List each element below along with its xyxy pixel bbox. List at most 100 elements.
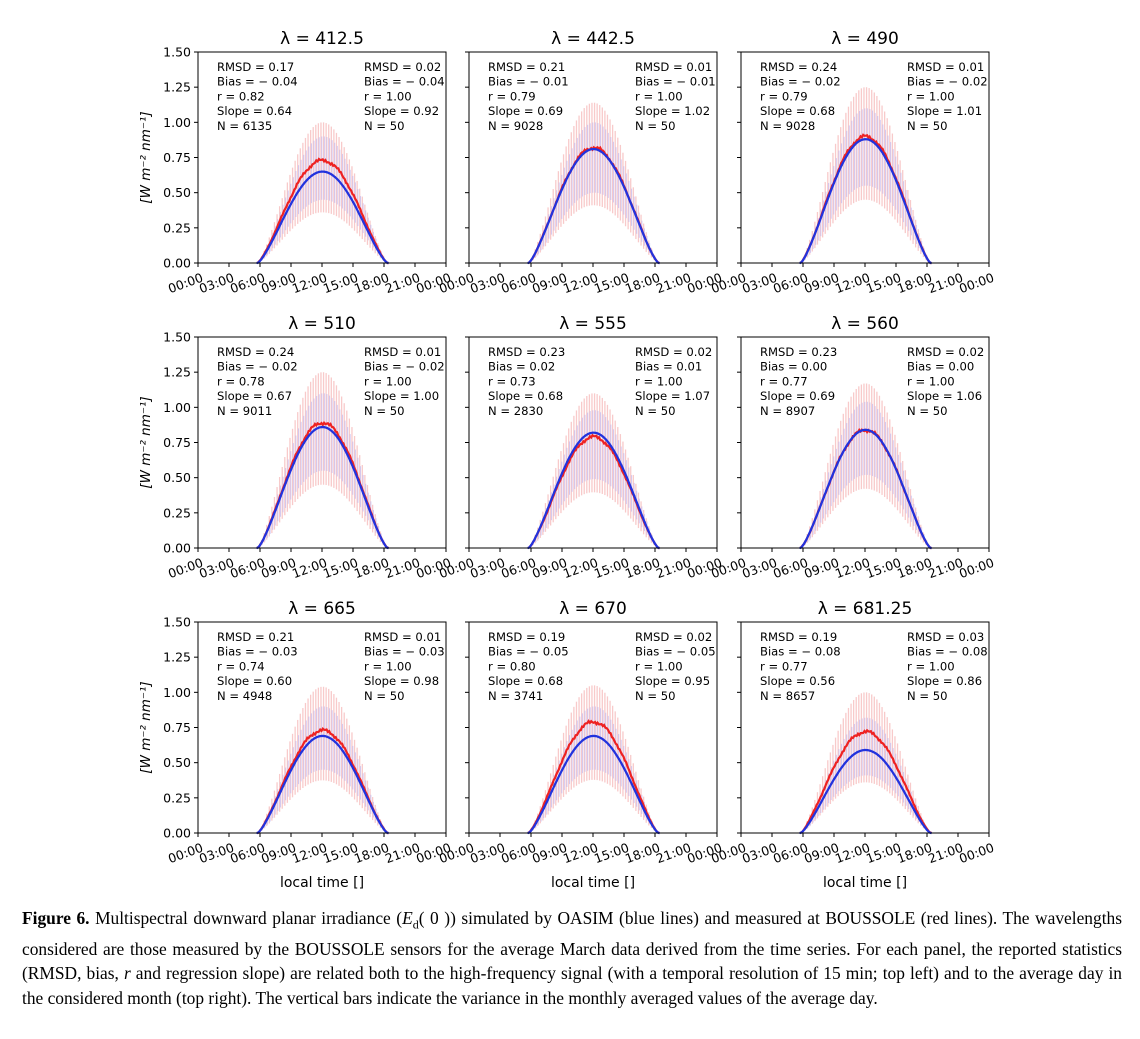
simulated-point — [274, 509, 277, 512]
simulated-point — [866, 428, 869, 432]
simulated-point — [835, 773, 838, 777]
stats-right-line: N = 50 — [635, 404, 676, 418]
simulated-point — [858, 749, 861, 753]
simulated-point — [289, 769, 293, 772]
stats-right-line: Slope = 1.07 — [635, 389, 710, 403]
simulated-point — [625, 191, 628, 194]
simulated-point — [584, 150, 587, 154]
simulated-point — [633, 210, 636, 213]
simulated-point — [382, 828, 386, 831]
simulated-point — [925, 542, 929, 545]
y-tick-label: 1.50 — [163, 45, 191, 60]
stats-right-line: N = 50 — [364, 119, 405, 133]
simulated-point — [377, 250, 380, 253]
simulated-point — [648, 248, 651, 251]
simulated-point — [274, 233, 277, 236]
simulated-point — [349, 762, 352, 765]
simulated-point — [584, 434, 587, 437]
stats-right-line: Slope = 1.02 — [635, 104, 710, 118]
simulated-point — [369, 513, 373, 516]
stats-right-line: RMSD = 0.02 — [635, 345, 712, 359]
simulated-point — [284, 779, 287, 782]
simulated-point — [276, 796, 280, 799]
simulated-point — [550, 497, 553, 500]
y-tick-label: 0.25 — [163, 790, 191, 805]
simulated-point — [807, 823, 810, 826]
simulated-point — [617, 757, 620, 760]
simulated-point — [838, 770, 841, 773]
simulated-point — [540, 812, 543, 815]
simulated-point — [594, 431, 597, 434]
simulated-point — [905, 794, 908, 797]
stats-left-line: Bias = − 0.02 — [760, 75, 841, 89]
stats-left-line: RMSD = 0.19 — [488, 630, 565, 644]
simulated-point — [535, 821, 538, 825]
simulated-point — [284, 481, 287, 484]
simulated-point — [269, 243, 272, 246]
simulated-point — [529, 829, 533, 832]
simulated-point — [874, 142, 877, 145]
measured-line — [256, 727, 389, 835]
simulated-point — [602, 152, 605, 155]
simulated-point — [338, 181, 342, 184]
panel-8: λ = 67000:0003:0006:0009:0012:0015:0018:… — [437, 599, 724, 891]
simulated-point — [635, 217, 639, 220]
simulated-point — [292, 764, 295, 767]
simulated-point — [323, 735, 326, 738]
stats-left-line: RMSD = 0.24 — [760, 60, 837, 74]
stats-right-line: Bias = − 0.08 — [907, 645, 988, 659]
simulated-point — [902, 487, 905, 490]
stats-right-line: Bias = − 0.03 — [364, 645, 445, 659]
simulated-point — [856, 431, 859, 435]
simulated-point — [581, 436, 584, 440]
simulated-point — [292, 462, 295, 465]
simulated-point — [646, 815, 649, 818]
simulated-point — [282, 217, 285, 220]
simulated-point — [915, 520, 918, 523]
simulated-point — [863, 138, 867, 141]
simulated-point — [563, 182, 566, 185]
stats-left-line: Slope = 0.68 — [760, 104, 835, 118]
simulated-point — [879, 438, 882, 442]
simulated-point — [364, 499, 368, 502]
simulated-point — [635, 793, 639, 797]
simulated-point — [609, 161, 613, 164]
simulated-point — [900, 785, 903, 788]
stats-left-line: r = 0.78 — [217, 374, 265, 388]
simulated-point — [640, 230, 644, 233]
panel-title: λ = 681.25 — [818, 599, 913, 619]
simulated-point — [827, 195, 830, 198]
simulated-point — [532, 826, 535, 829]
simulated-point — [578, 439, 582, 442]
simulated-point — [535, 534, 538, 538]
y-tick-label: 0.00 — [163, 541, 191, 556]
stats-right-line: N = 50 — [635, 119, 676, 133]
y-tick-label: 1.00 — [163, 400, 191, 415]
simulated-point — [328, 172, 331, 175]
simulated-point — [822, 209, 825, 212]
simulated-point — [892, 772, 895, 775]
simulated-point — [912, 513, 916, 517]
stats-left-line: RMSD = 0.17 — [217, 60, 294, 74]
simulated-point — [876, 145, 880, 148]
caption-text-3: and regression slope) are related both t… — [22, 963, 1122, 1008]
simulated-point — [845, 444, 849, 447]
simulated-point — [858, 430, 861, 433]
simulated-point — [801, 829, 805, 833]
stats-right-line: N = 50 — [907, 404, 948, 418]
stats-left-line: Slope = 0.64 — [217, 104, 292, 118]
stats-left-line: Bias = 0.02 — [488, 360, 555, 374]
simulated-point — [900, 480, 903, 483]
simulated-point — [807, 534, 810, 537]
simulated-point — [369, 236, 373, 239]
figure-6-chart: λ = 412.5 0.00 0.25 0.50 0.75 1.00 1.25 1.50 00:… — [138, 29, 996, 891]
stats-left-line: RMSD = 0.21 — [488, 60, 565, 74]
simulated-point — [266, 248, 269, 251]
simulated-point — [351, 767, 355, 770]
simulated-point — [622, 469, 626, 473]
simulated-point — [804, 254, 807, 257]
simulated-point — [597, 735, 600, 738]
simulated-point — [359, 215, 362, 218]
simulated-point — [628, 482, 631, 485]
y-tick-label: 0.25 — [163, 220, 191, 235]
